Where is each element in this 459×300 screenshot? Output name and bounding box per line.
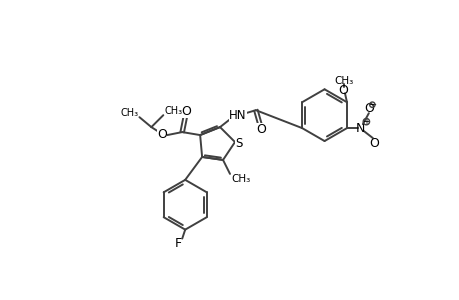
Text: O: O (157, 128, 167, 141)
Text: S: S (234, 136, 241, 149)
Text: CH₃: CH₃ (120, 108, 138, 118)
Text: CH₃: CH₃ (334, 76, 353, 86)
Text: +: + (362, 117, 369, 127)
Text: CH₃: CH₃ (231, 174, 250, 184)
Text: F: F (174, 237, 181, 250)
Text: O: O (368, 136, 378, 149)
Text: HN: HN (229, 109, 246, 122)
Text: O: O (363, 102, 373, 115)
Text: CH₃: CH₃ (164, 106, 183, 116)
Text: O: O (181, 105, 191, 118)
Text: O: O (255, 123, 265, 136)
Text: −: − (367, 100, 376, 110)
Text: O: O (338, 84, 347, 97)
Text: N: N (355, 122, 365, 135)
